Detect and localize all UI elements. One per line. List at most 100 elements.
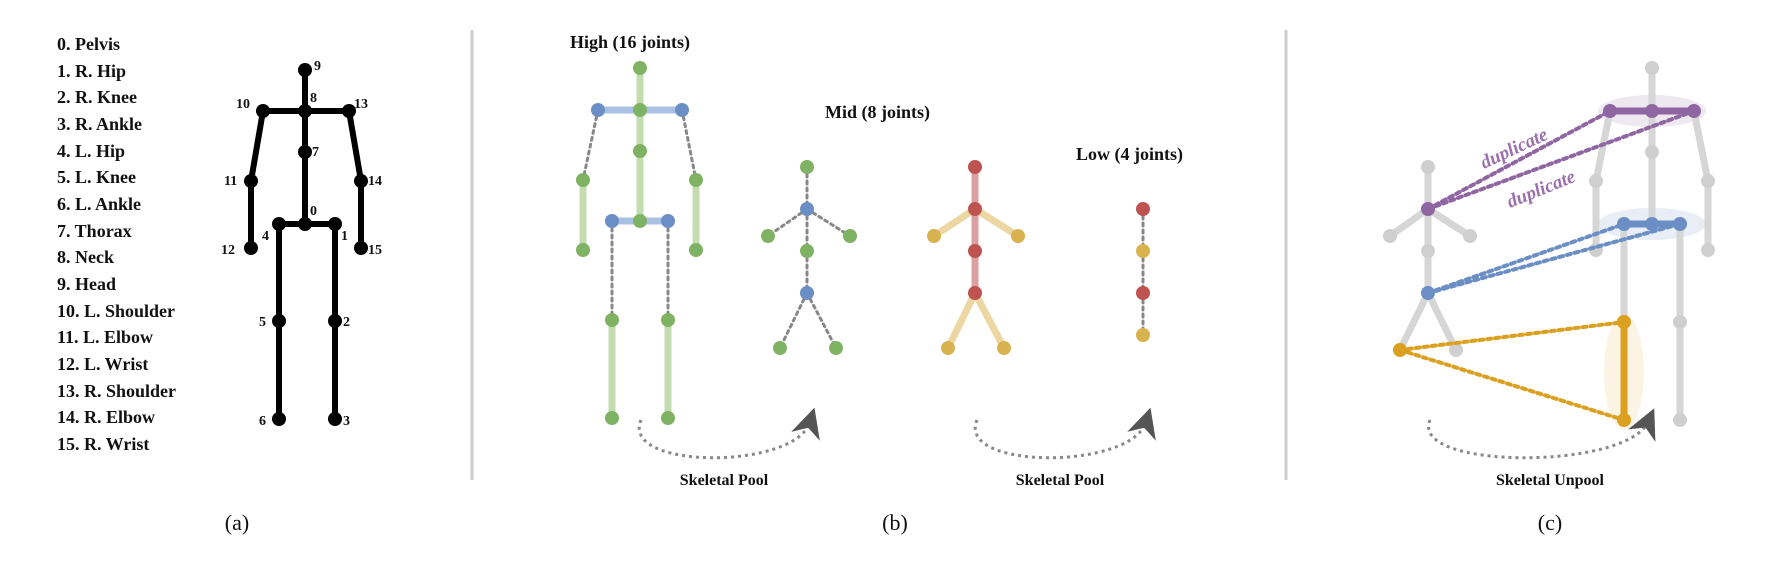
joint-number: 9	[314, 59, 321, 74]
joint-dot	[1136, 286, 1150, 300]
labeled-skeleton	[248, 67, 364, 422]
joint-number: 1	[341, 229, 348, 244]
joint-list-item: 9. Head	[57, 274, 116, 294]
labeled-skeleton-joints	[244, 63, 368, 426]
joint-number: 7	[312, 145, 319, 160]
joint-dot	[1136, 244, 1150, 258]
title-high: High (16 joints)	[570, 32, 690, 53]
joint-dot	[1383, 229, 1397, 243]
joint-dot	[633, 103, 647, 117]
joint-dot	[1701, 243, 1715, 257]
joint-dot	[800, 160, 814, 174]
caption-c: (c)	[1538, 510, 1562, 535]
duplicate-label: duplicate	[1504, 166, 1579, 213]
small-gray-skeleton	[1383, 160, 1477, 357]
high-skeleton	[576, 61, 703, 425]
title-low: Low (4 joints)	[1076, 144, 1183, 165]
panel-c: duplicate duplicate Skeletal Unpool (c)	[1383, 61, 1715, 535]
joint-dot	[298, 217, 312, 231]
joint-dot	[800, 286, 814, 300]
joint-dot	[997, 341, 1011, 355]
joint-dot	[298, 63, 312, 77]
joint-dot	[761, 229, 775, 243]
joint-dot	[298, 104, 312, 118]
joint-list-item: 4. L. Hip	[57, 141, 125, 161]
joint-dot	[1421, 160, 1435, 174]
mid-skeleton	[761, 160, 857, 355]
joint-list-item: 1. R. Hip	[57, 61, 126, 81]
joint-dot	[941, 341, 955, 355]
pool-label: Skeletal Pool	[680, 472, 769, 489]
pool-arrow	[973, 407, 1156, 460]
mid-skeleton-colored	[927, 160, 1025, 355]
caption-a: (a)	[225, 510, 249, 535]
joint-list-item: 15. R. Wrist	[57, 434, 149, 454]
joint-list-item: 13. R. Shoulder	[57, 381, 176, 401]
unpool-label: Skeletal Unpool	[1496, 472, 1605, 489]
joint-dot	[675, 103, 689, 117]
joint-dot	[633, 61, 647, 75]
joint-dot	[1645, 217, 1659, 231]
title-mid: Mid (8 joints)	[825, 102, 930, 123]
joint-number: 15	[368, 243, 382, 258]
joint-dot	[927, 229, 941, 243]
joint-list-item: 7. Thorax	[57, 221, 132, 241]
joint-list-item: 8. Neck	[57, 247, 114, 267]
joint-dot	[354, 174, 368, 188]
joint-dot	[633, 214, 647, 228]
joint-number: 0	[310, 204, 317, 219]
joint-dot	[342, 104, 356, 118]
joint-dot	[328, 217, 342, 231]
pool-arrow	[637, 407, 820, 460]
joint-dot	[968, 286, 982, 300]
joint-dot	[354, 241, 368, 255]
joint-list-item: 2. R. Knee	[57, 87, 137, 107]
joint-dot	[1589, 174, 1603, 188]
caption-b: (b)	[882, 510, 908, 535]
joint-number: 4	[262, 229, 269, 244]
joint-dot	[244, 241, 258, 255]
joint-dot	[661, 313, 675, 327]
joint-dot	[829, 341, 843, 355]
joint-dot	[661, 214, 675, 228]
panel-b: High (16 joints) Mid (8 joints) Low (4 j…	[570, 32, 1183, 535]
joint-list-item: 11. L. Elbow	[57, 327, 153, 347]
joint-dot	[661, 411, 675, 425]
joint-list-item: 14. R. Elbow	[57, 407, 155, 427]
joint-list-item: 0. Pelvis	[57, 34, 120, 54]
joint-dot	[1673, 413, 1687, 427]
joint-dot	[1645, 145, 1659, 159]
joint-dot	[576, 243, 590, 257]
joint-dot	[1449, 343, 1463, 357]
joint-dot	[328, 412, 342, 426]
joint-dot	[1701, 174, 1715, 188]
joint-dot	[272, 314, 286, 328]
joint-number: 3	[343, 414, 350, 429]
joint-list-item: 12. L. Wrist	[57, 354, 148, 374]
joint-dot	[272, 217, 286, 231]
joint-dot	[1136, 328, 1150, 342]
duplicate-connectors	[1398, 109, 1696, 422]
joint-dot	[689, 243, 703, 257]
joint-dot	[800, 202, 814, 216]
joint-number: 10	[236, 97, 250, 112]
joint-dot	[1673, 315, 1687, 329]
joint-dot	[968, 202, 982, 216]
low-skeleton	[1136, 202, 1150, 342]
joint-dot	[843, 229, 857, 243]
joint-dot	[968, 160, 982, 174]
joint-list-item: 10. L. Shoulder	[57, 301, 175, 321]
joint-dot	[1421, 244, 1435, 258]
joint-dot	[1645, 104, 1659, 118]
joint-dot	[576, 173, 590, 187]
joint-dot	[633, 144, 647, 158]
joint-dot	[1011, 229, 1025, 243]
joint-dot	[272, 412, 286, 426]
joint-number: 2	[343, 315, 350, 330]
joint-dot	[256, 104, 270, 118]
joint-number: 12	[221, 243, 235, 258]
joint-list-item: 6. L. Ankle	[57, 194, 141, 214]
joint-list-item: 5. L. Knee	[57, 167, 136, 187]
joint-dot	[328, 314, 342, 328]
